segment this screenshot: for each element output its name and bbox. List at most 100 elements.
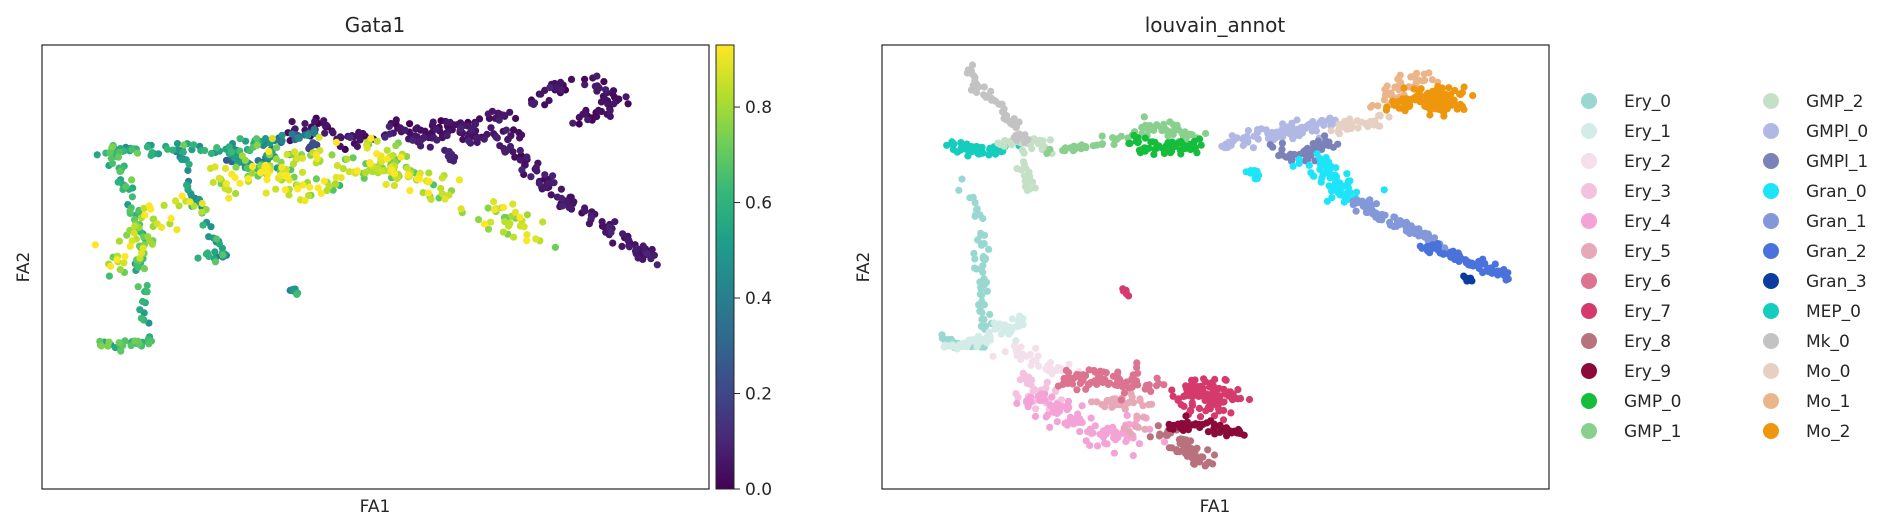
scatter-point (1270, 136, 1278, 144)
legend-marker (1763, 303, 1779, 319)
scatter-point (1055, 365, 1063, 373)
scatter-point (128, 193, 136, 201)
scatter-point (1154, 422, 1162, 430)
scatter-point (328, 151, 336, 159)
scatter-point (1275, 152, 1283, 160)
scatter-point (1141, 134, 1149, 142)
scatter-point (989, 352, 997, 360)
scatter-point (114, 178, 122, 186)
scatter-point (228, 148, 236, 156)
scatter-point (1076, 428, 1084, 436)
scatter-point (977, 322, 985, 330)
scatter-point (91, 241, 99, 249)
legend-label: GMPl_0 (1806, 122, 1868, 142)
scatter-point (1121, 405, 1129, 413)
scatter-point (1381, 211, 1389, 219)
scatter-point (1335, 120, 1343, 128)
scatter-point (332, 173, 340, 181)
scatter-point (1036, 136, 1044, 144)
scatter-point (1001, 348, 1009, 356)
scatter-point (1118, 383, 1127, 391)
scatter-point (1193, 444, 1201, 452)
scatter-point (419, 189, 427, 197)
scatter-point (464, 137, 473, 145)
scatter-point (1305, 161, 1313, 169)
scatter-point (518, 166, 526, 174)
scatter-point (1228, 396, 1237, 404)
scatter-point (383, 155, 391, 163)
scatter-point (1434, 246, 1442, 254)
scatter-point (565, 204, 573, 212)
scatter-point (1167, 128, 1175, 136)
scatter-point (263, 169, 272, 177)
scatter-point (1335, 130, 1343, 138)
scatter-point (1078, 402, 1086, 410)
scatter-point (1394, 82, 1402, 90)
scatter-point (115, 237, 123, 245)
scatter-point (1343, 170, 1351, 178)
scatter-point (1076, 415, 1084, 423)
scatter-point (581, 81, 589, 89)
scatter-point (1255, 171, 1263, 179)
scatter-point (1358, 118, 1366, 126)
scatter-point (1022, 352, 1030, 360)
scatter-point (295, 134, 303, 142)
scatter-point (1466, 274, 1475, 282)
scatter-point (424, 189, 433, 197)
scatter-point (557, 78, 565, 86)
scatter-point (1123, 411, 1131, 419)
colorbar-tick-label: 0.2 (745, 385, 772, 405)
scatter-point (1327, 127, 1335, 135)
scatter-point (600, 78, 608, 86)
scatter-point (1031, 412, 1040, 420)
scatter-point (1047, 401, 1055, 409)
scatter-point (115, 339, 123, 347)
scatter-point (1440, 112, 1448, 120)
scatter-point (184, 166, 192, 174)
legend-label: Ery_0 (1624, 92, 1671, 112)
scatter-point (293, 154, 301, 162)
scatter-point (1166, 149, 1175, 157)
scatter-point (618, 242, 626, 250)
scatter-point (293, 290, 301, 298)
scatter-point (1215, 407, 1223, 415)
scatter-point (236, 135, 244, 143)
scatter-point (401, 126, 409, 134)
scatter-point (985, 245, 993, 253)
scatter-point (1278, 139, 1286, 147)
scatter-point (117, 347, 125, 355)
scatter-point (1130, 131, 1138, 139)
scatter-point (496, 142, 504, 150)
legend-label: Mo_0 (1806, 362, 1850, 382)
scatter-point (467, 126, 475, 135)
legend-marker (1581, 363, 1597, 379)
scatter-point (331, 180, 339, 188)
scatter-point (288, 118, 296, 126)
scatter-point (1322, 155, 1330, 163)
scatter-point (509, 233, 518, 241)
scatter-point (1012, 123, 1020, 131)
scatter-point (1313, 144, 1321, 152)
scatter-point (1439, 250, 1447, 258)
scatter-point (268, 135, 276, 143)
scatter-point (1024, 403, 1032, 411)
scatter-point (363, 144, 371, 152)
legend-marker (1581, 273, 1597, 289)
legend-marker (1763, 183, 1779, 199)
scatter-point (1007, 141, 1016, 149)
scatter-point (231, 173, 239, 182)
scatter-point (299, 181, 307, 189)
scatter-point (1155, 432, 1164, 440)
scatter-point (139, 297, 147, 306)
scatter-point (433, 136, 441, 144)
scatter-point (1199, 384, 1207, 392)
scatter-point (1059, 146, 1067, 154)
scatter-point (314, 184, 322, 192)
scatter-point (1413, 69, 1421, 77)
scatter-point (1441, 94, 1449, 102)
legend-label: Gran_2 (1806, 242, 1867, 262)
scatter-point (438, 174, 446, 182)
scatter-point (624, 100, 632, 108)
scatter-point (505, 222, 513, 230)
scatter-point (329, 129, 337, 137)
